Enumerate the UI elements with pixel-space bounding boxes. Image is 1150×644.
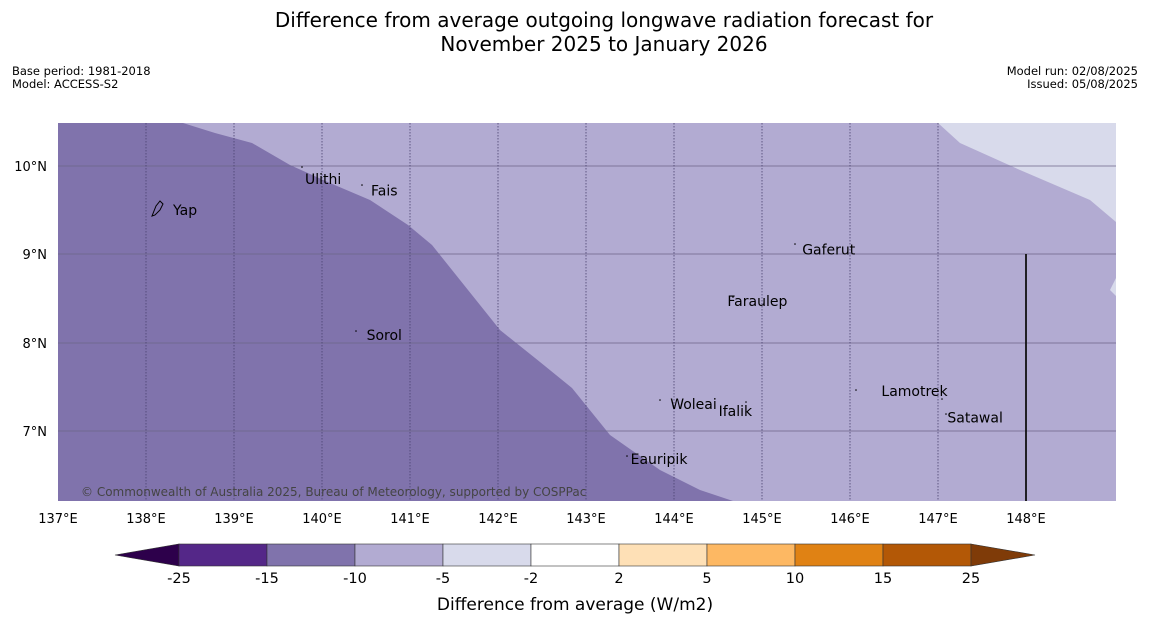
place-label-gaferut: Gaferut xyxy=(802,243,856,259)
colorbar-bin xyxy=(530,543,620,567)
place-label-lamotrek: Lamotrek xyxy=(881,384,948,400)
lon-tick-label: 146°E xyxy=(830,512,870,527)
region-minus5-to-minus2-east xyxy=(1110,278,1116,296)
colorbar-tick-label: 10 xyxy=(786,571,804,587)
meta-right: Model run: 02/08/2025 Issued: 05/08/2025 xyxy=(1007,65,1138,91)
colorbar-tick-label: 5 xyxy=(702,571,711,587)
region-minus15-to-minus10 xyxy=(58,123,733,501)
colorbar: -25 -15 -10 -5 -2 2 5 10 15 25 Difference from av… xyxy=(114,543,1036,615)
colorbar-tick-label: -15 xyxy=(255,571,279,587)
colorbar-over-arrow xyxy=(970,543,1036,567)
region-minus5-to-minus2 xyxy=(938,123,1116,222)
lon-tick-label: 137°E xyxy=(38,512,78,527)
colorbar-bin xyxy=(178,543,268,567)
lat-tick-labels: 10°N 9°N 8°N 7°N xyxy=(14,160,47,440)
colorbar-tick-label: -10 xyxy=(343,571,367,587)
island-dots xyxy=(301,166,947,457)
place-label-ifalik: Ifalik xyxy=(719,404,753,420)
colorbar-under-arrow xyxy=(114,543,180,567)
colorbar-bins xyxy=(178,543,972,567)
lat-tick-label: 7°N xyxy=(23,425,48,440)
colorbar-tick-label: 2 xyxy=(614,571,623,587)
lon-tick-label: 140°E xyxy=(302,512,342,527)
place-labels: Yap Ulithi Fais Sorol Gaferut Faraulep Woleai I… xyxy=(172,172,1003,468)
issued-date: Issued: 05/08/2025 xyxy=(1027,77,1138,91)
map-title: Difference from average outgoing longwav… xyxy=(0,8,1150,56)
colorbar-tick-label: -25 xyxy=(167,571,191,587)
place-label-satawal: Satawal xyxy=(947,410,1002,426)
colorbar-bin xyxy=(794,543,884,567)
base-period: Base period: 1981-2018 xyxy=(12,64,151,78)
lon-tick-label: 143°E xyxy=(566,512,606,527)
colorbar-tick-label: 25 xyxy=(962,571,980,587)
lat-tick-label: 10°N xyxy=(14,160,47,175)
lon-tick-label: 144°E xyxy=(654,512,694,527)
place-label-fais: Fais xyxy=(371,183,398,199)
lon-tick-label: 145°E xyxy=(742,512,782,527)
colorbar-bin xyxy=(882,543,972,567)
place-label-yap: Yap xyxy=(172,203,197,219)
colorbar-bin xyxy=(354,543,444,567)
place-label-eauripik: Eauripik xyxy=(631,452,689,468)
colorbar-bin xyxy=(266,543,356,567)
yap-island-shape xyxy=(151,200,164,217)
meta-left: Base period: 1981-2018 Model: ACCESS-S2 xyxy=(12,65,151,91)
model-name: Model: ACCESS-S2 xyxy=(12,77,119,91)
lon-tick-label: 138°E xyxy=(126,512,166,527)
model-run: Model run: 02/08/2025 xyxy=(1006,64,1138,78)
colorbar-tick-label: -5 xyxy=(436,571,450,587)
lon-tick-label: 148°E xyxy=(1006,512,1046,527)
colorbar-bin xyxy=(618,543,708,567)
colorbar-tick-label: 15 xyxy=(874,571,892,587)
lon-tick-labels: 137°E 138°E 139°E 140°E 141°E 142°E 143°… xyxy=(38,512,1046,527)
lon-tick-label: 147°E xyxy=(918,512,958,527)
lon-tick-label: 141°E xyxy=(390,512,430,527)
map-area: Yap Ulithi Fais Sorol Gaferut Faraulep Woleai I… xyxy=(58,123,1116,501)
colorbar-bin xyxy=(442,543,532,567)
lon-gridlines xyxy=(145,123,939,501)
lat-tick-label: 9°N xyxy=(23,248,48,263)
place-label-faraulep: Faraulep xyxy=(727,294,787,310)
colorbar-bin xyxy=(706,543,796,567)
lat-tick-label: 8°N xyxy=(23,337,48,352)
copyright-notice: © Commonwealth of Australia 2025, Bureau… xyxy=(81,485,586,499)
title-line-1: Difference from average outgoing longwav… xyxy=(274,8,934,32)
colorbar-ticks: -25 -15 -10 -5 -2 2 5 10 15 25 xyxy=(167,571,980,587)
place-label-woleai: Woleai xyxy=(670,397,717,413)
colorbar-label: Difference from average (W/m2) xyxy=(437,595,713,615)
colorbar-tick-label: -2 xyxy=(524,571,538,587)
lon-tick-label: 142°E xyxy=(478,512,518,527)
title-line-2: November 2025 to January 2026 xyxy=(440,32,768,56)
place-label-sorol: Sorol xyxy=(367,328,402,344)
lon-tick-label: 139°E xyxy=(214,512,254,527)
place-label-ulithi: Ulithi xyxy=(305,172,341,188)
